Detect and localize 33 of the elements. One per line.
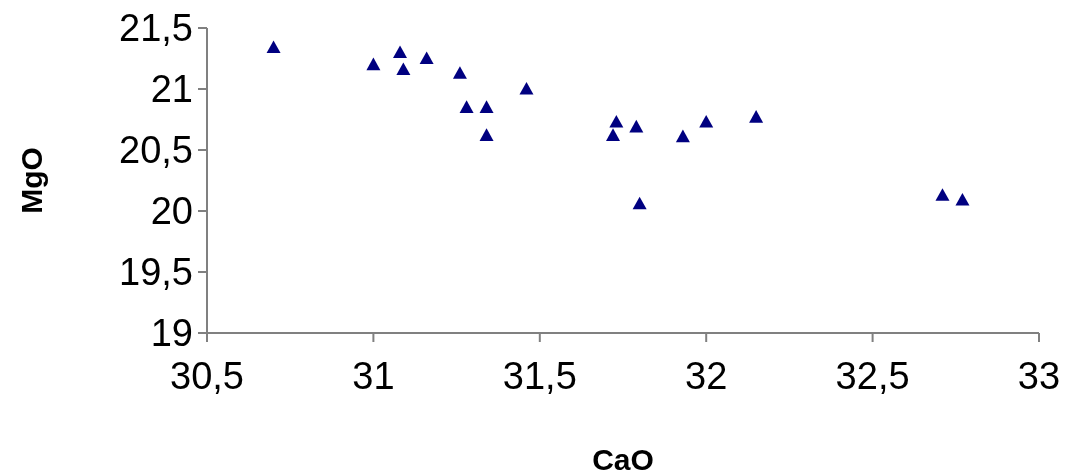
point (396, 62, 411, 76)
x-tick-label: 30,5 (170, 355, 244, 397)
point (609, 114, 624, 128)
y-tick-label: 19 (150, 312, 193, 354)
x-tick-label: 32,5 (835, 355, 910, 397)
point (479, 100, 494, 113)
x-tick-label: 31,5 (502, 355, 577, 397)
point (419, 51, 434, 65)
point (699, 114, 714, 128)
x-tick-label: 31 (352, 355, 395, 397)
point (452, 66, 467, 79)
point (955, 193, 970, 206)
point (935, 188, 950, 201)
x-tick-label: 33 (1017, 355, 1061, 397)
point (266, 40, 281, 54)
point (606, 128, 621, 141)
point (479, 128, 494, 141)
point (519, 82, 534, 95)
y-tick-label: 21,5 (119, 7, 193, 49)
y-axis-title: MgO (15, 147, 48, 214)
point (629, 119, 644, 133)
y-tick-label: 20 (150, 190, 193, 232)
point (632, 196, 647, 210)
y-tick-label: 20,5 (119, 129, 193, 171)
point (459, 100, 474, 113)
point (675, 129, 690, 143)
point (393, 45, 408, 58)
point (749, 110, 764, 123)
point (366, 57, 381, 71)
x-tick-label: 32 (685, 355, 728, 397)
y-tick-label: 19,5 (119, 251, 193, 293)
x-axis-title: CaO (592, 443, 654, 476)
y-tick-label: 21 (150, 68, 193, 110)
